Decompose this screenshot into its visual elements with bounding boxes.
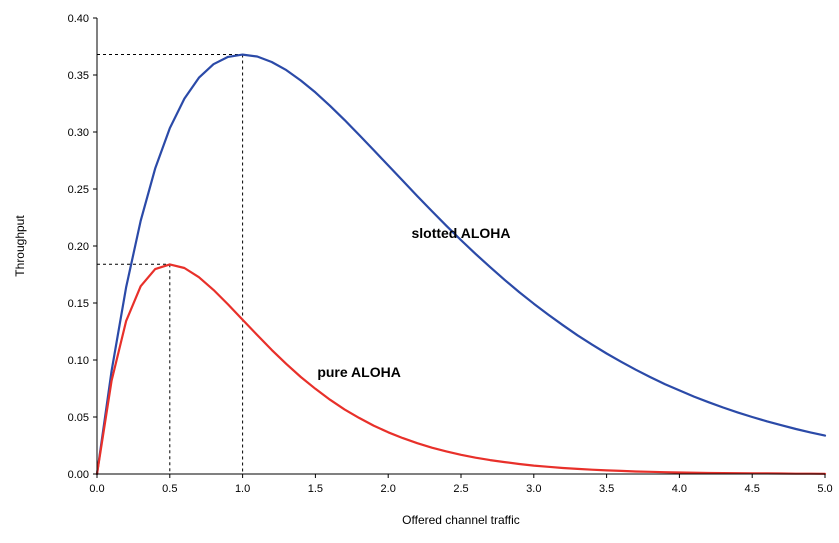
x-tick-label: 4.0 [672,483,687,495]
y-tick-label: 0.05 [68,412,89,424]
y-tick-label: 0.35 [68,70,89,82]
y-tick-label: 0.00 [68,469,89,481]
x-tick-label: 2.5 [453,483,468,495]
x-tick-label: 3.0 [526,483,541,495]
x-tick-label: 5.0 [817,483,832,495]
y-tick-label: 0.25 [68,184,89,196]
y-tick-label: 0.15 [68,298,89,310]
series-line-pure-aloha [95,263,827,476]
series-annotation: pure ALOHA [317,364,400,380]
y-tick-label: 0.10 [68,355,89,367]
x-tick-label: 1.5 [308,483,323,495]
y-tick-label: 0.40 [68,13,89,25]
series-line-slotted-aloha [95,53,827,476]
x-tick-label: 2.0 [381,483,396,495]
x-tick-label: 0.0 [89,483,104,495]
series-annotation: slotted ALOHA [411,225,510,241]
reference-lines [97,53,244,474]
y-axis-title: Throughput [13,215,27,277]
x-tick-label: 1.0 [235,483,250,495]
series-lines [95,53,827,476]
y-tick-label: 0.30 [68,127,89,139]
tick-marks-and-labels: 0.00 0.05 0.10 0.15 0.20 0.25 0.30 0.35 0.40 0.0 0… [68,13,833,495]
y-tick-label: 0.20 [68,241,89,253]
series-annotations: slotted ALOHA pure ALOHA [317,225,510,380]
x-axis-title: Offered channel traffic [402,513,520,527]
x-tick-label: 3.5 [599,483,614,495]
x-tick-label: 0.5 [162,483,177,495]
x-tick-label: 4.5 [745,483,760,495]
